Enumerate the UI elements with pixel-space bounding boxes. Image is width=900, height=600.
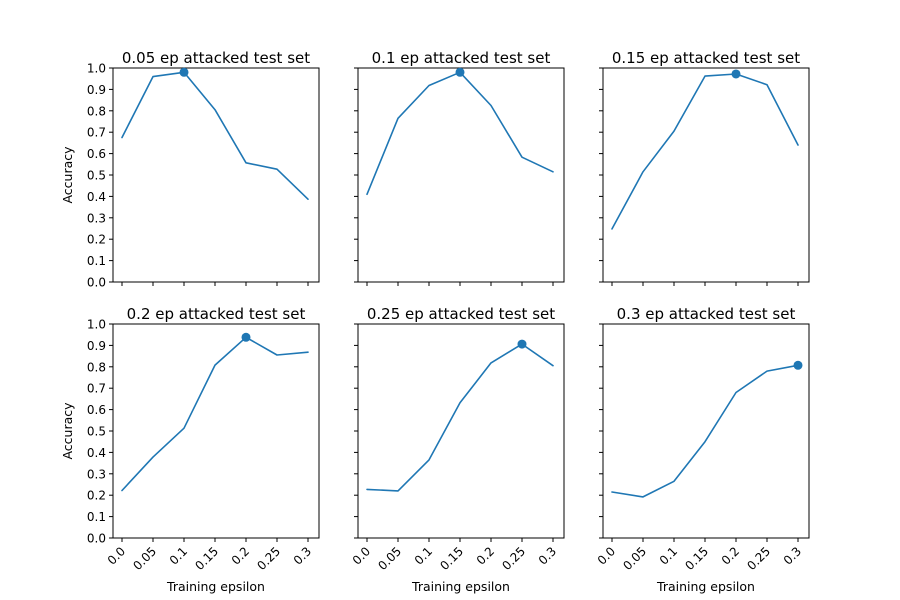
best-accuracy-marker: [793, 360, 803, 370]
accuracy-line: [366, 71, 554, 196]
x-tick-label: 0.15: [192, 544, 221, 573]
accuracy-line: [121, 336, 309, 492]
y-tick-label: 0.1: [87, 254, 106, 268]
y-tick-label: 0.6: [87, 403, 106, 417]
plot-frame: [357, 323, 565, 539]
subplot-2: 0.1 ep attacked test set: [354, 49, 565, 286]
y-tick-label: 1.0: [87, 318, 106, 332]
x-tick-label: 0.2: [474, 544, 497, 567]
subplot-title: 0.05 ep attacked test set: [122, 49, 310, 67]
x-tick-label: 0.25: [254, 544, 283, 573]
y-axis-label: Accuracy: [60, 402, 75, 460]
y-tick-label: 0.0: [87, 532, 106, 546]
x-axis-label: Training epsilon: [411, 579, 510, 594]
x-tick-label: 0.3: [536, 544, 559, 567]
subplot-5: 0.25 ep attacked test set 0.0 0.05 0.1 0.15 0…: [350, 305, 565, 594]
y-tick-label: 0.2: [87, 233, 106, 247]
x-tick-label: 0.3: [291, 544, 314, 567]
plot-frame: [112, 67, 320, 283]
plot-frame: [602, 67, 810, 283]
subplot-title: 0.3 ep attacked test set: [617, 305, 796, 323]
x-axis-label: Training epsilon: [166, 579, 265, 594]
y-tick-label: 1.0: [87, 62, 106, 76]
y-tick-label: 0.0: [87, 276, 106, 290]
x-tick-label: 0.25: [499, 544, 528, 573]
accuracy-line: [121, 71, 309, 200]
y-tick-label: 0.4: [87, 190, 106, 204]
x-tick-label: 0.1: [657, 544, 680, 567]
y-tick-label: 0.6: [87, 147, 106, 161]
x-tick-label: 0.15: [682, 544, 711, 573]
subplot-3: 0.15 ep attacked test set: [599, 49, 810, 286]
best-accuracy-marker: [517, 339, 527, 349]
best-accuracy-marker: [179, 67, 189, 77]
y-tick-label: 0.9: [87, 83, 106, 97]
x-axis-label: Training epsilon: [656, 579, 755, 594]
y-tick-label: 0.7: [87, 382, 106, 396]
subplot-title: 0.25 ep attacked test set: [367, 305, 555, 323]
y-tick-label: 0.8: [87, 104, 106, 118]
subplot-6: 0.3 ep attacked test set 0.0 0.05 0.1 0.15 0.…: [595, 305, 810, 594]
best-accuracy-marker: [241, 332, 251, 342]
y-tick-label: 0.5: [87, 169, 106, 183]
subplot-4: 0.2 ep attacked test set 0.0 0.1 0.2 0.3 0.4 0…: [60, 305, 320, 594]
subplot-1: 0.05 ep attacked test set 0.0 0.1 0.2 0.3 0.4…: [60, 49, 320, 290]
x-tick-label: 0.25: [744, 544, 773, 573]
plot-frame: [357, 67, 565, 283]
subplot-title: 0.1 ep attacked test set: [372, 49, 551, 67]
x-tick-label: 0.2: [229, 544, 252, 567]
x-tick-label: 0.05: [620, 544, 649, 573]
x-tick-label: 0.1: [167, 544, 190, 567]
y-tick-label: 0.9: [87, 339, 106, 353]
y-tick-label: 0.1: [87, 510, 106, 524]
accuracy-line: [611, 364, 799, 498]
x-tick-label: 0.05: [375, 544, 404, 573]
accuracy-line: [366, 343, 554, 492]
x-tick-label: 0.2: [719, 544, 742, 567]
y-tick-label: 0.3: [87, 211, 106, 225]
y-tick-label: 0.4: [87, 446, 106, 460]
x-tick-label: 0.1: [412, 544, 435, 567]
y-tick-label: 0.2: [87, 489, 106, 503]
subplot-title: 0.2 ep attacked test set: [127, 305, 306, 323]
y-axis-label: Accuracy: [60, 146, 75, 204]
x-tick-label: 0.0: [350, 544, 373, 567]
accuracy-line: [611, 73, 799, 230]
subplot-title: 0.15 ep attacked test set: [612, 49, 800, 67]
y-tick-label: 0.7: [87, 126, 106, 140]
x-tick-label: 0.0: [595, 544, 618, 567]
best-accuracy-marker: [731, 69, 741, 79]
y-tick-label: 0.3: [87, 467, 106, 481]
y-tick-label: 0.5: [87, 425, 106, 439]
x-tick-label: 0.3: [781, 544, 804, 567]
plot-frame: [112, 323, 320, 539]
y-tick-label: 0.8: [87, 360, 106, 374]
x-tick-label: 0.15: [437, 544, 466, 573]
best-accuracy-marker: [455, 67, 465, 77]
plot-frame: [602, 323, 810, 539]
x-tick-label: 0.0: [105, 544, 128, 567]
x-tick-label: 0.05: [130, 544, 159, 573]
